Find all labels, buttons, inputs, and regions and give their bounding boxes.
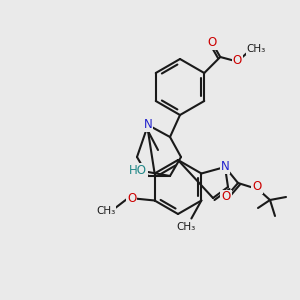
Text: CH₃: CH₃ — [247, 44, 266, 54]
Text: CH₃: CH₃ — [96, 206, 115, 215]
Text: O: O — [252, 181, 262, 194]
Text: HO: HO — [129, 164, 147, 176]
Text: O: O — [232, 53, 242, 67]
Text: O: O — [208, 37, 217, 50]
Text: CH₃: CH₃ — [177, 221, 196, 232]
Text: N: N — [144, 118, 152, 131]
Text: O: O — [127, 192, 136, 205]
Text: N: N — [220, 160, 230, 173]
Text: O: O — [221, 190, 231, 203]
